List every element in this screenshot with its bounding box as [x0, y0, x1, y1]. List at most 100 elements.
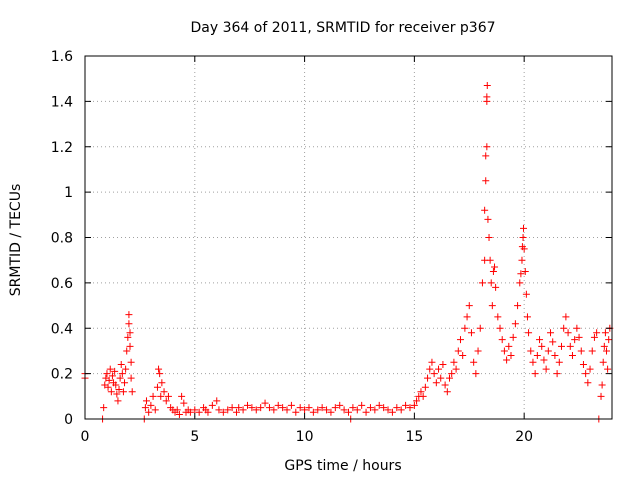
data-point: [564, 329, 572, 337]
data-point: [283, 406, 291, 414]
data-point: [527, 347, 535, 355]
data-point: [157, 392, 165, 400]
y-tick-label: 0: [64, 412, 73, 428]
data-point: [467, 329, 475, 337]
data-point: [195, 408, 203, 416]
data-point: [441, 381, 449, 389]
data-point: [579, 361, 587, 369]
data-point: [531, 370, 539, 378]
data-point: [600, 342, 608, 350]
data-point: [553, 370, 561, 378]
data-point: [454, 347, 462, 355]
data-point: [123, 347, 131, 355]
y-tick-label: 1.6: [51, 49, 73, 65]
data-point: [603, 347, 611, 355]
data-point: [577, 347, 585, 355]
data-point: [406, 404, 414, 412]
data-point: [345, 408, 352, 416]
data-point: [450, 358, 458, 366]
data-point: [575, 333, 583, 341]
data-point: [142, 397, 150, 405]
data-point: [186, 408, 194, 416]
data-point: [437, 374, 445, 382]
y-tick-label: 0.8: [51, 231, 73, 247]
data-point: [421, 383, 429, 391]
data-point: [492, 283, 500, 291]
data-point: [494, 313, 502, 321]
data-point: [498, 336, 506, 344]
data-point: [410, 401, 418, 409]
data-point: [435, 365, 443, 373]
data-point: [384, 406, 392, 414]
data-point: [568, 351, 576, 359]
data-point: [191, 406, 199, 414]
y-tick-label: 1.4: [51, 94, 73, 110]
data-point: [601, 329, 609, 337]
data-point: [393, 404, 401, 412]
data-point: [500, 347, 508, 355]
data-point: [597, 392, 605, 400]
data-point: [472, 370, 480, 378]
data-point: [582, 370, 590, 378]
data-point: [430, 370, 438, 378]
data-point: [588, 347, 596, 355]
data-point: [461, 324, 469, 332]
data-point: [544, 347, 552, 355]
data-point: [156, 370, 164, 378]
data-point: [180, 399, 188, 407]
data-point: [160, 388, 168, 396]
data-point: [483, 93, 491, 101]
data-point: [318, 404, 326, 412]
data-point: [557, 342, 565, 350]
data-point: [105, 376, 113, 384]
data-point: [127, 374, 135, 382]
data-point: [239, 406, 247, 414]
data-point: [555, 358, 563, 366]
data-point: [366, 404, 374, 412]
data-point: [115, 386, 123, 394]
data-point: [424, 374, 432, 382]
data-point: [551, 351, 559, 359]
data-point: [162, 397, 170, 405]
data-point: [463, 313, 471, 321]
data-point: [432, 379, 440, 387]
data-point: [248, 404, 256, 412]
x-tick-label: 15: [405, 429, 423, 445]
data-point: [371, 406, 379, 414]
data-point: [485, 234, 493, 241]
data-point: [124, 333, 132, 341]
data-point: [482, 177, 490, 185]
data-point: [336, 401, 344, 409]
x-axis-label: GPS time / hours: [284, 458, 401, 474]
data-point: [235, 404, 243, 412]
data-point: [486, 256, 494, 264]
data-point: [452, 365, 460, 373]
data-point: [178, 392, 186, 400]
data-point: [474, 347, 482, 355]
data-point: [505, 342, 513, 350]
data-point: [126, 329, 134, 337]
data-point: [114, 397, 122, 405]
data-point: [419, 392, 427, 400]
data-point: [358, 401, 366, 409]
data-point: [509, 333, 517, 341]
data-point: [562, 313, 570, 321]
data-point: [604, 365, 612, 373]
data-point: [491, 263, 499, 271]
data-point: [511, 320, 519, 328]
data-point: [523, 313, 531, 321]
data-point: [116, 374, 124, 382]
data-point: [470, 358, 478, 366]
data-point: [164, 392, 172, 400]
data-point: [108, 372, 116, 380]
data-point: [465, 302, 473, 310]
data-point: [417, 388, 425, 396]
data-point: [127, 358, 135, 366]
data-point: [514, 302, 522, 310]
data-point: [119, 388, 127, 396]
y-tick-label: 0.4: [51, 321, 73, 337]
data-point: [107, 388, 115, 396]
data-point: [522, 290, 530, 298]
data-point: [228, 404, 236, 412]
